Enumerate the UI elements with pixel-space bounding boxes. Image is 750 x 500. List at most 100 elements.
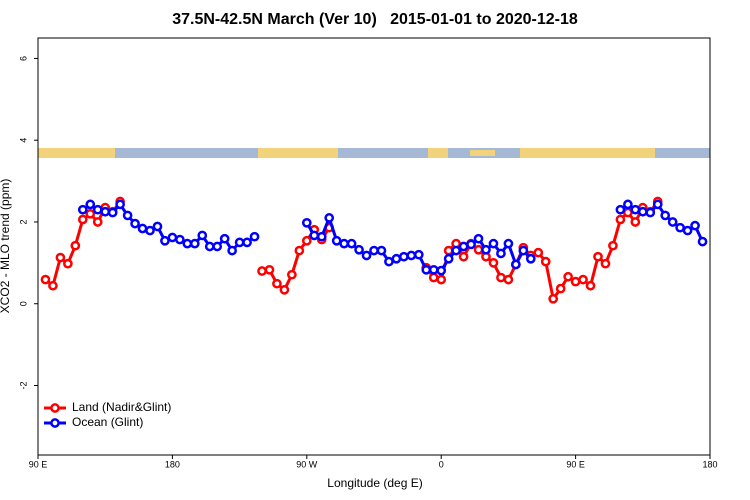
data-point — [309, 230, 320, 241]
x-tick-label: 90 E — [566, 459, 585, 469]
data-point — [122, 210, 133, 221]
data-point — [137, 223, 148, 234]
x-axis-label: Longitude (deg E) — [327, 476, 422, 490]
data-point — [234, 237, 245, 248]
x-tick-label: 180 — [165, 459, 180, 469]
data-point — [160, 235, 170, 246]
data-point — [428, 264, 439, 275]
data-point — [451, 245, 461, 256]
data-point — [55, 252, 66, 263]
data-point — [675, 222, 685, 233]
data-point — [593, 251, 603, 262]
data-point — [555, 283, 566, 294]
data-point — [466, 239, 476, 250]
ocean-strip — [38, 148, 710, 158]
data-point — [623, 207, 633, 218]
data-point — [615, 214, 626, 225]
data-point — [249, 231, 260, 242]
data-point — [115, 199, 125, 210]
data-point — [227, 245, 237, 256]
data-point — [40, 274, 51, 285]
data-point — [481, 244, 491, 255]
data-point — [496, 272, 506, 283]
data-point — [563, 271, 573, 282]
data-point — [518, 245, 529, 256]
data-point — [48, 280, 58, 291]
y-tick-label: 2 — [18, 219, 28, 224]
data-point — [354, 244, 364, 255]
data-point — [533, 247, 544, 258]
map-strip — [38, 148, 710, 158]
data-point — [496, 248, 506, 259]
data-point — [473, 233, 484, 244]
data-point — [428, 272, 439, 283]
data-point — [77, 214, 88, 225]
data-point — [488, 238, 499, 249]
legend: Land (Nadir&Glint)Ocean (Glint) — [44, 400, 171, 429]
data-point — [540, 256, 551, 267]
data-point — [548, 293, 559, 304]
data-point — [272, 278, 282, 289]
plot-frame — [37, 37, 711, 456]
data-point — [346, 238, 357, 249]
data-point — [436, 265, 447, 276]
data-point — [608, 240, 618, 251]
data-point — [100, 206, 111, 217]
y-axis-label: XCO2 - MLO trend (ppm) — [0, 179, 12, 314]
data-point — [421, 264, 432, 275]
data-point — [570, 276, 581, 287]
data-point — [667, 217, 678, 227]
legend-label: Land (Nadir&Glint) — [72, 400, 171, 414]
data-point — [324, 213, 335, 223]
data-point — [167, 232, 178, 243]
y-tick-label: 0 — [18, 301, 28, 306]
legend-marker — [50, 418, 60, 428]
chart-title: 37.5N-42.5N March (Ver 10) 2015-01-01 to… — [172, 11, 578, 28]
x-tick-label: 90 E — [29, 459, 48, 469]
data-point — [645, 207, 656, 218]
data-point — [92, 204, 103, 215]
land-strip — [470, 150, 495, 156]
data-point — [301, 217, 312, 228]
y-tick-label: -2 — [18, 381, 28, 389]
land-strip — [428, 148, 448, 158]
data-point — [85, 199, 96, 210]
data-point — [316, 231, 327, 242]
data-point — [615, 204, 626, 215]
data-point — [264, 264, 275, 275]
data-point — [212, 241, 223, 252]
data-point — [182, 238, 193, 249]
data-point — [660, 210, 671, 221]
data-point — [197, 230, 208, 241]
data-point — [399, 251, 409, 262]
land-strip — [258, 148, 338, 158]
data-point — [257, 266, 267, 276]
data-point — [458, 241, 469, 252]
data-point — [443, 245, 454, 256]
land-strip — [520, 148, 655, 158]
data-point — [458, 251, 469, 262]
data-point — [130, 218, 140, 229]
data-point — [630, 217, 641, 227]
data-point — [204, 241, 215, 252]
data-point — [503, 238, 514, 249]
data-point — [443, 253, 454, 264]
data-point — [63, 258, 73, 269]
data-point — [92, 217, 103, 227]
data-point — [637, 206, 648, 217]
data-point — [652, 199, 663, 210]
data-point — [331, 235, 342, 246]
data-point — [301, 235, 312, 246]
data-point — [511, 259, 521, 270]
data-point — [107, 207, 118, 218]
data-point — [384, 256, 394, 267]
data-point — [585, 280, 596, 291]
data-point — [145, 225, 155, 236]
x-tick-label: 0 — [439, 459, 444, 469]
data-point — [630, 204, 641, 215]
data-point — [488, 258, 499, 268]
data-point — [175, 234, 185, 245]
data-point — [623, 199, 633, 210]
data-point — [690, 220, 700, 231]
